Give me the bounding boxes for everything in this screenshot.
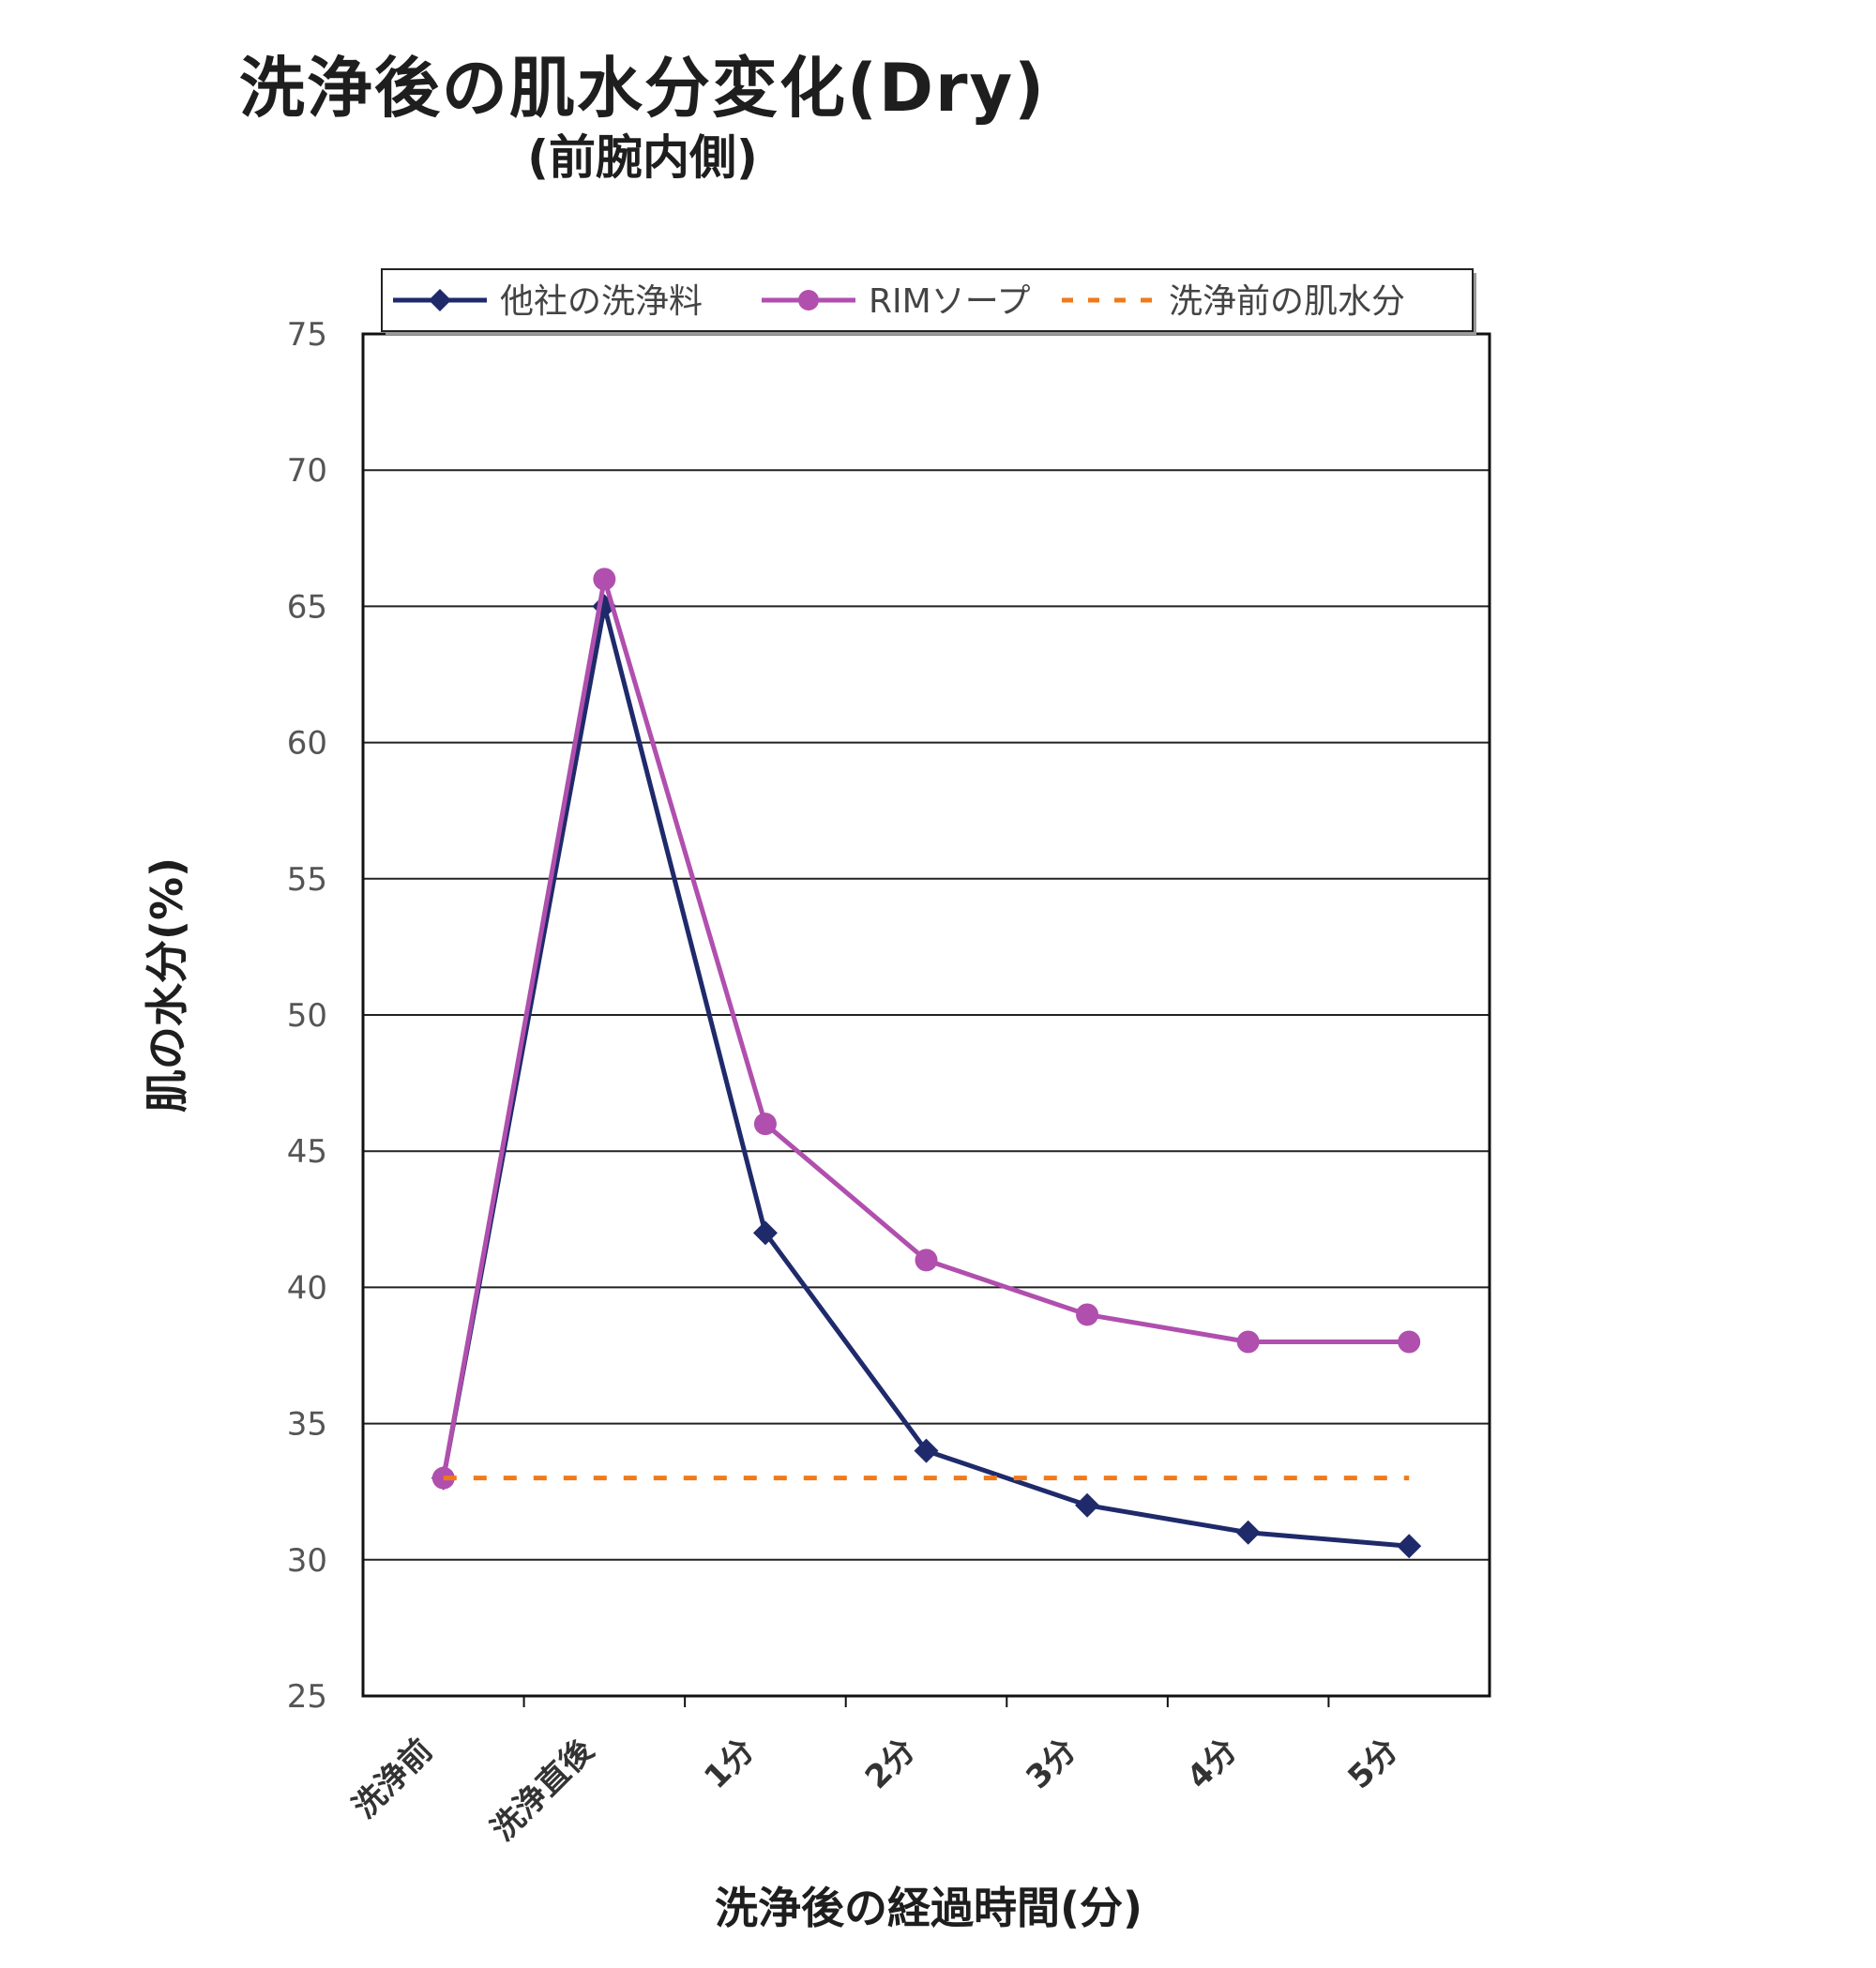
- chart-subtitle: (前腕内側): [527, 130, 758, 185]
- data-point: [1235, 1520, 1261, 1545]
- x-tick-label: 2分: [858, 1732, 923, 1796]
- y-tick-label: 50: [287, 997, 327, 1035]
- x-tick-label: 4分: [1180, 1732, 1245, 1796]
- series-line: [441, 576, 1410, 1479]
- legend-box: [381, 268, 1474, 332]
- y-tick-label: 70: [287, 452, 327, 490]
- data-point: [915, 1249, 938, 1272]
- legend-label: 他社の洗浄料: [500, 282, 703, 321]
- series-line: [441, 603, 1410, 1549]
- data-point: [1397, 1534, 1422, 1559]
- y-tick-label: 30: [287, 1542, 327, 1580]
- data-point: [1076, 1303, 1099, 1326]
- y-tick-label: 25: [287, 1678, 327, 1716]
- data-point: [752, 1220, 778, 1246]
- data-point: [1075, 1492, 1100, 1518]
- y-tick-label: 60: [287, 725, 327, 763]
- data-point: [753, 1113, 777, 1136]
- legend-marker: [798, 290, 819, 310]
- legend-marker: [429, 289, 451, 311]
- data-point: [914, 1438, 939, 1463]
- y-tick-label: 75: [287, 316, 327, 354]
- x-tick-label: 3分: [1019, 1732, 1083, 1796]
- data-point: [593, 568, 616, 591]
- x-tick-label: 1分: [697, 1732, 762, 1796]
- y-tick-label: 35: [287, 1406, 327, 1444]
- x-tick-label: 洗浄前: [346, 1732, 440, 1825]
- x-tick-label: 5分: [1341, 1732, 1406, 1796]
- legend-label: RIMソープ: [869, 282, 1031, 321]
- y-tick-label: 45: [287, 1133, 327, 1171]
- data-point: [1398, 1330, 1421, 1354]
- x-tick-label: 洗浄直後: [484, 1731, 601, 1848]
- x-axis-label: 洗浄後の経過時間(分): [714, 1883, 1143, 1933]
- chart-title: 洗浄後の肌水分変化(Dry): [238, 50, 1047, 127]
- data-point: [1236, 1330, 1260, 1354]
- y-tick-label: 65: [287, 588, 327, 626]
- y-tick-label: 40: [287, 1269, 327, 1307]
- legend-label: 洗浄前の肌水分: [1169, 282, 1405, 321]
- y-tick-label: 55: [287, 861, 327, 899]
